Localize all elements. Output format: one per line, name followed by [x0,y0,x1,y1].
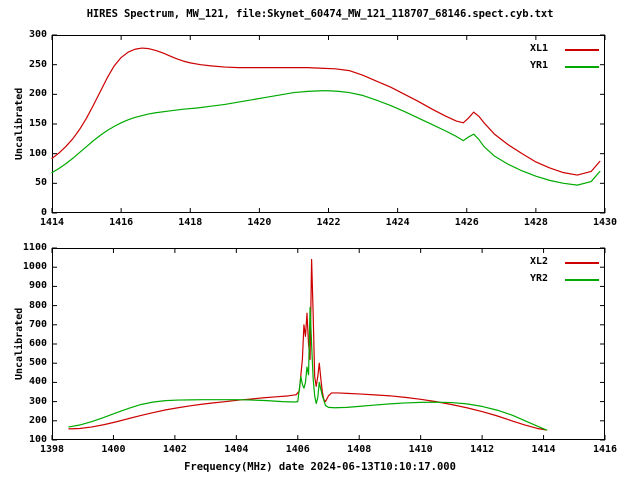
y-tick-label: 250 [28,58,47,70]
x-tick-label: 1430 [592,217,618,228]
x-tick-label: 1424 [385,217,410,228]
x-tick-label: 1404 [224,444,249,455]
x-tick-label: 1398 [39,444,65,455]
x-tick-label: 1410 [408,444,433,455]
top-plot-canvas [51,34,606,214]
legend-label-xl1: XL1 [530,43,549,54]
y-tick-label: 700 [28,318,47,330]
x-tick-label: 1416 [109,217,134,228]
y-tick-label: 400 [28,376,47,388]
y-tick-label: 300 [28,395,47,407]
y-tick-label: 300 [28,29,47,40]
bottom-spectrum-panel: Uncalibrated 100 200 300 400 500 600 700 800 900… [0,240,640,480]
y-tick-label: 150 [28,118,47,129]
y-tick-label: 100 [28,434,47,445]
page-title: HIRES Spectrum, MW_121, file:Skynet_6047… [86,8,554,20]
y-tick-label: 100 [28,147,47,159]
x-tick-label: 1426 [454,217,479,228]
x-tick-label: 1402 [162,444,187,455]
x-tick-label: 1418 [178,217,203,228]
y-tick-label: 800 [28,299,47,311]
y-tick-label: 200 [28,88,47,100]
x-tick-label: 1420 [247,217,272,228]
y-tick-label: 600 [28,338,47,349]
series-line-yr1 [51,90,601,186]
legend-label-yr1: YR1 [530,60,549,71]
x-tick-label: 1412 [470,444,495,455]
series-line-xl2 [68,258,548,431]
x-tick-label: 1428 [523,217,548,228]
series-line-xl1 [51,47,601,176]
bottom-plot-frame [52,248,605,440]
y-tick-label: 1000 [22,261,47,273]
legend-label-yr2: YR2 [530,273,549,284]
x-tick-label: 1414 [39,217,65,228]
y-tick-label: 0 [40,207,47,218]
x-tick-label: 1406 [285,444,310,455]
x-tick-label: 1408 [347,444,372,455]
y-tick-label: 200 [28,414,47,426]
legend-swatch-xl1 [565,49,599,51]
y-tick-label: 900 [28,280,47,292]
x-tick-label: 1414 [531,444,556,455]
top-spectrum-panel: Uncalibrated 0 50 100 150 200 250 300 1414 1416… [0,28,640,233]
legend-swatch-yr1 [565,66,599,68]
legend-swatch-xl2 [565,262,599,264]
y-tick-label: 50 [34,177,47,189]
y-tick-label: 500 [28,357,47,369]
x-axis-label: Frequency(MHz) date 2024-06-13T10:10:17.… [184,461,456,473]
x-tick-label: 1422 [316,217,341,228]
top-plot-frame [52,35,605,213]
series-line-yr2 [68,306,548,431]
legend-label-xl2: XL2 [530,256,549,267]
y-tick-label: 1100 [22,242,47,253]
bottom-plot-canvas [51,247,606,441]
x-tick-label: 1400 [101,444,126,455]
legend-swatch-yr2 [565,279,599,281]
x-tick-label: 1416 [592,444,618,455]
